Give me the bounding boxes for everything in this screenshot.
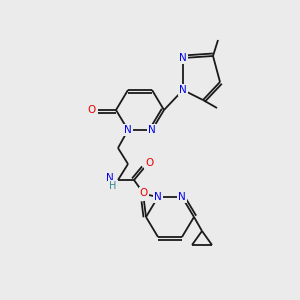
Text: N: N [179, 85, 187, 95]
Text: N: N [154, 192, 162, 202]
Text: N: N [124, 125, 132, 135]
Text: O: O [145, 158, 153, 168]
Text: N: N [179, 53, 187, 63]
Text: N: N [178, 192, 186, 202]
Text: H: H [109, 181, 117, 191]
Text: N: N [148, 125, 156, 135]
Text: O: O [87, 105, 95, 115]
Text: N: N [106, 173, 114, 183]
Text: O: O [140, 188, 148, 198]
